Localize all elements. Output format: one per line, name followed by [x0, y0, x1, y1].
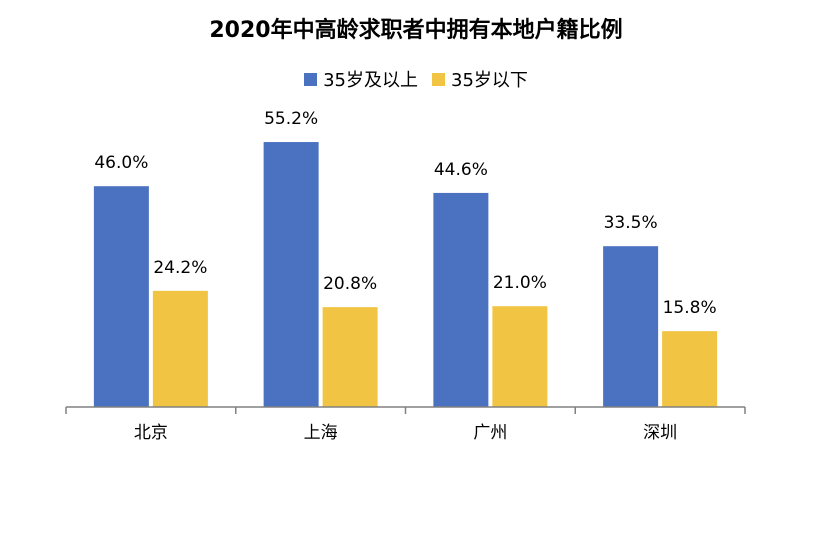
legend-label-series-b: 35岁以下	[451, 70, 528, 91]
bar-series-b	[492, 306, 548, 407]
legend: 35岁及以上 35岁以下	[0, 66, 832, 92]
data-label: 24.2%	[153, 258, 207, 278]
data-label: 44.6%	[434, 160, 488, 180]
bar-series-a	[263, 142, 319, 408]
x-tick-label: 上海	[304, 423, 338, 443]
bar-series-b	[322, 307, 378, 407]
data-label: 21.0%	[493, 273, 547, 293]
legend-item-series-b: 35岁以下	[432, 66, 528, 92]
bar-series-a	[433, 192, 489, 407]
x-tick-label: 广州	[473, 423, 507, 443]
bar-series-a	[603, 246, 659, 407]
x-tick-label: 深圳	[643, 423, 677, 443]
legend-item-series-a: 35岁及以上	[304, 66, 418, 92]
data-label: 33.5%	[604, 213, 658, 233]
bar-series-b	[662, 331, 718, 407]
legend-label-series-a: 35岁及以上	[323, 70, 418, 91]
legend-swatch-series-a	[304, 72, 318, 86]
data-label: 55.2%	[264, 109, 318, 129]
bar-series-a	[93, 186, 149, 407]
bar-series-b	[152, 290, 208, 407]
chart-title: 2020年中高龄求职者中拥有本地户籍比例	[209, 18, 623, 43]
data-label: 20.8%	[323, 274, 377, 294]
data-label: 15.8%	[663, 298, 717, 318]
legend-swatch-series-b	[432, 72, 445, 86]
data-label: 46.0%	[94, 153, 148, 173]
x-tick-label: 北京	[134, 423, 168, 443]
